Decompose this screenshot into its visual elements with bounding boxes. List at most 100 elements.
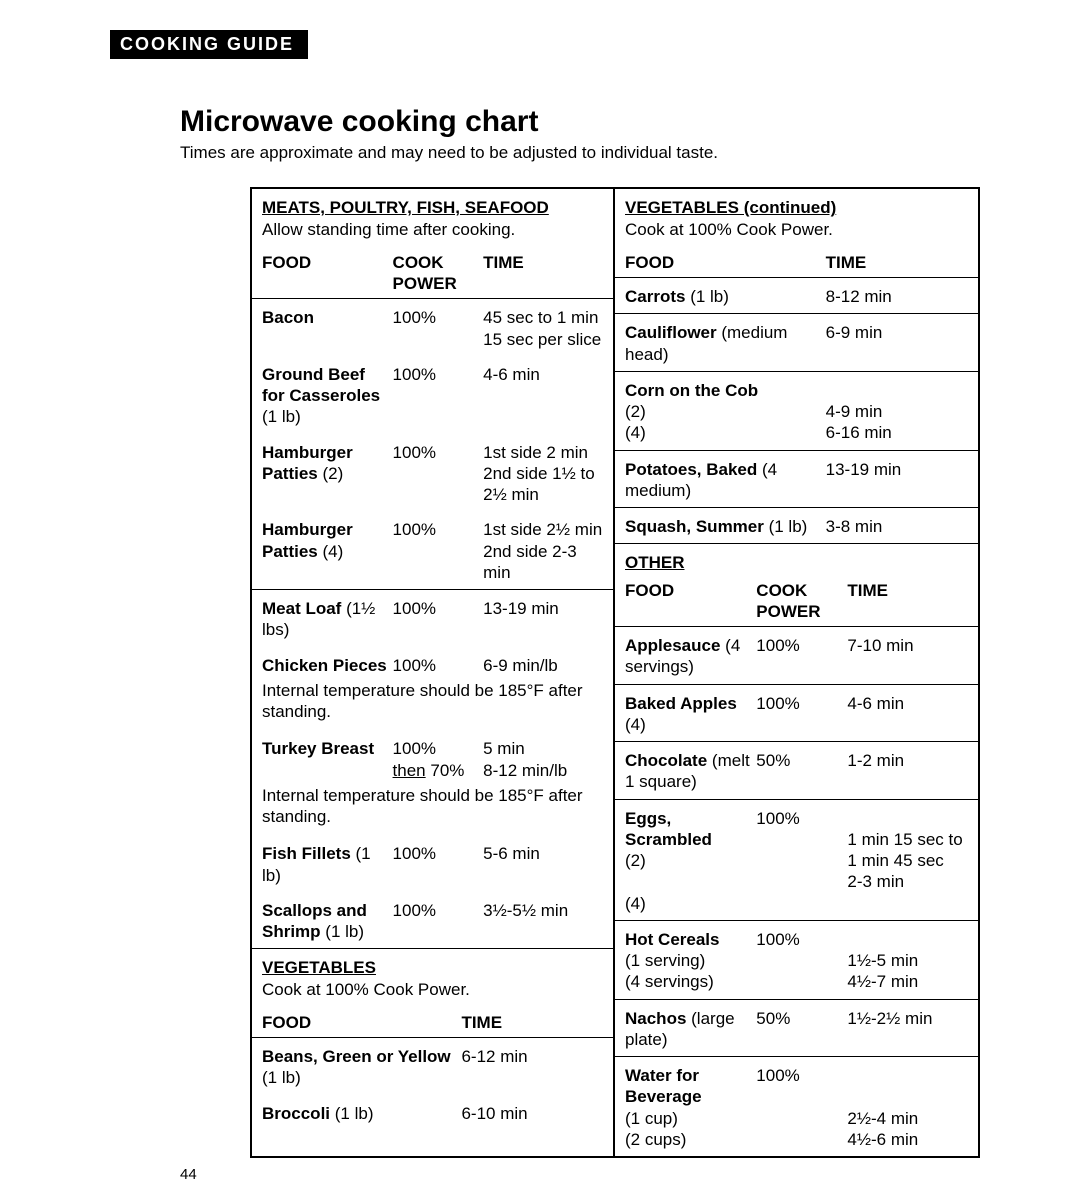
other-header-row: FOOD COOK POWER TIME bbox=[615, 574, 978, 628]
row-ground-beef: Ground Beef for Casseroles (1 lb) 100% 4… bbox=[252, 356, 613, 434]
food-qty: (4) bbox=[625, 715, 646, 734]
power: 100% bbox=[393, 442, 484, 463]
food-qty: (1 lb) bbox=[262, 407, 301, 426]
power: 100% then 70% bbox=[393, 738, 484, 781]
row-fish: Fish Fillets (1 lb) 100% 5-6 min bbox=[252, 835, 613, 892]
hdr-time: TIME bbox=[483, 252, 603, 295]
qty-1: (1 cup) bbox=[625, 1108, 752, 1129]
qty-2: (2) bbox=[625, 850, 752, 871]
time: 1st side 2½ min 2nd side 2-3 min bbox=[483, 519, 603, 583]
power: 100% bbox=[393, 598, 484, 619]
title-block: Microwave cooking chart Times are approx… bbox=[180, 103, 980, 1159]
power: 100% bbox=[393, 900, 484, 921]
food: Ground Beef for Casseroles bbox=[262, 365, 380, 405]
time: 1-2 min bbox=[847, 750, 968, 771]
power-line-2-u: then bbox=[393, 761, 426, 780]
power: 100% bbox=[393, 519, 484, 540]
row-scallops: Scallops and Shrimp (1 lb) 100% 3½-5½ mi… bbox=[252, 892, 613, 950]
meats-title: MEATS, POULTRY, FISH, SEAFOOD bbox=[262, 197, 603, 218]
row-chicken: Chicken Pieces 100% 6-9 min/lb bbox=[252, 647, 613, 676]
hdr-food: FOOD bbox=[625, 252, 826, 273]
page-title: Microwave cooking chart bbox=[180, 103, 980, 141]
power: 100% bbox=[393, 843, 484, 864]
note-chicken-temp: Internal temperature should be 185°F aft… bbox=[252, 676, 613, 731]
time-4: 2-3 min bbox=[847, 871, 968, 892]
chart-left-column: MEATS, POULTRY, FISH, SEAFOOD Allow stan… bbox=[252, 189, 615, 1156]
row-meatloaf: Meat Loaf (1½ lbs) 100% 13-19 min bbox=[252, 590, 613, 647]
veg-cont-section-head: VEGETABLES (continued) Cook at 100% Cook… bbox=[615, 189, 978, 246]
time: 5-6 min bbox=[483, 843, 603, 864]
food: Meat Loaf bbox=[262, 599, 341, 618]
power: 50% bbox=[756, 1008, 847, 1029]
cooking-chart: MEATS, POULTRY, FISH, SEAFOOD Allow stan… bbox=[250, 187, 980, 1158]
power: 100% bbox=[393, 364, 484, 385]
food: Broccoli bbox=[262, 1104, 330, 1123]
hdr-food: FOOD bbox=[262, 252, 393, 295]
qty-2: (2 cups) bbox=[625, 1129, 752, 1150]
qty-4: (4) bbox=[625, 422, 822, 443]
time-1: 1½-5 min bbox=[847, 950, 968, 971]
qty-4: (4) bbox=[625, 893, 752, 914]
row-applesauce: Applesauce (4 servings) 100% 7-10 min bbox=[615, 627, 978, 685]
time: 3-8 min bbox=[826, 516, 968, 537]
time-2: 4½-6 min bbox=[847, 1129, 968, 1150]
food-name: Water for Beverage bbox=[625, 1066, 702, 1106]
time: 7-10 min bbox=[847, 635, 968, 656]
hdr-power: COOK POWER bbox=[393, 252, 484, 295]
time: 8-12 min bbox=[826, 286, 968, 307]
other-section-head: OTHER bbox=[615, 544, 978, 573]
time: 6-9 min/lb bbox=[483, 655, 603, 676]
food: Corn on the Cob (2) (4) bbox=[625, 380, 826, 444]
time: 3½-5½ min bbox=[483, 900, 603, 921]
time: 4-9 min 6-16 min bbox=[826, 380, 968, 444]
food: Applesauce bbox=[625, 636, 720, 655]
row-broccoli: Broccoli (1 lb) 6-10 min bbox=[252, 1095, 613, 1130]
food: Turkey Breast bbox=[262, 739, 374, 758]
meats-sub: Allow standing time after cooking. bbox=[262, 219, 603, 240]
time-line-2: 8-12 min/lb bbox=[483, 760, 603, 781]
power: 100% bbox=[393, 655, 484, 676]
food-qty: (1 lb) bbox=[330, 1104, 373, 1123]
row-hamburger-2: Hamburger Patties (2) 100% 1st side 2 mi… bbox=[252, 434, 613, 512]
qty-1: (1 serving) bbox=[625, 950, 752, 971]
veg-section-head: VEGETABLES Cook at 100% Cook Power. bbox=[252, 949, 613, 1006]
meats-section-head: MEATS, POULTRY, FISH, SEAFOOD Allow stan… bbox=[252, 189, 613, 246]
time: 2½-4 min 4½-6 min bbox=[847, 1065, 968, 1150]
food: Potatoes, Baked bbox=[625, 460, 757, 479]
row-beans: Beans, Green or Yellow (1 lb) 6-12 min bbox=[252, 1038, 613, 1095]
time-2: 4-9 min bbox=[826, 401, 968, 422]
note-turkey-temp: Internal temperature should be 185°F aft… bbox=[252, 781, 613, 836]
hdr-time: TIME bbox=[461, 1012, 603, 1033]
food: Hot Cereals (1 serving) (4 servings) bbox=[625, 929, 756, 993]
qty-4: (4 servings) bbox=[625, 971, 752, 992]
food: Chicken Pieces bbox=[262, 656, 387, 675]
time-1: 2½-4 min bbox=[847, 1108, 968, 1129]
time: 1½-5 min 4½-7 min bbox=[847, 929, 968, 993]
time: 1st side 2 min 2nd side 1½ to 2½ min bbox=[483, 442, 603, 506]
food-name: Corn on the Cob bbox=[625, 381, 758, 400]
row-hamburger-4: Hamburger Patties (4) 100% 1st side 2½ m… bbox=[252, 511, 613, 590]
hdr-time: TIME bbox=[847, 580, 968, 623]
time-2: 1 min 15 sec to 1 min 45 sec bbox=[847, 829, 968, 872]
hdr-food: FOOD bbox=[262, 1012, 461, 1033]
row-nachos: Nachos (large plate) 50% 1½-2½ min bbox=[615, 1000, 978, 1058]
food: Carrots bbox=[625, 287, 685, 306]
time: 4-6 min bbox=[847, 693, 968, 714]
row-baked-apples: Baked Apples (4) 100% 4-6 min bbox=[615, 685, 978, 743]
power: 100% bbox=[756, 1065, 847, 1086]
time-4: 4½-7 min bbox=[847, 971, 968, 992]
food: Baked Apples bbox=[625, 694, 737, 713]
food-qty: (1 lb) bbox=[685, 287, 728, 306]
food: Nachos bbox=[625, 1009, 686, 1028]
power: 100% bbox=[756, 693, 847, 714]
food: Squash, Summer bbox=[625, 517, 764, 536]
row-eggs: Eggs, Scrambled (2) (4) 100% 1 min 15 se… bbox=[615, 800, 978, 921]
row-water: Water for Beverage (1 cup) (2 cups) 100%… bbox=[615, 1057, 978, 1156]
row-cereal: Hot Cereals (1 serving) (4 servings) 100… bbox=[615, 921, 978, 1000]
time: 13-19 min bbox=[826, 459, 968, 480]
power: 50% bbox=[756, 750, 847, 771]
qty-2: (2) bbox=[625, 401, 822, 422]
veg-header-row: FOOD TIME bbox=[252, 1006, 613, 1038]
other-title: OTHER bbox=[625, 552, 968, 573]
chart-right-column: VEGETABLES (continued) Cook at 100% Cook… bbox=[615, 189, 978, 1156]
